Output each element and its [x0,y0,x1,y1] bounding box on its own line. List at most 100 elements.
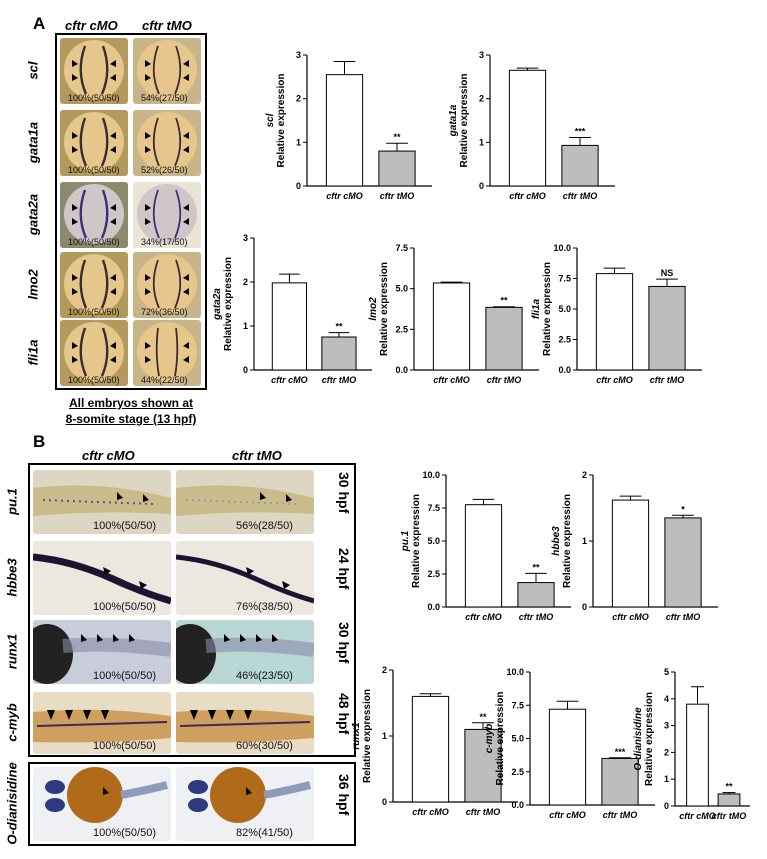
y-tick-label: 2.5 [395,324,408,334]
bar-control [595,273,634,371]
treated-larva-image [176,470,314,534]
treated-percentage: 44%(22/50) [141,375,188,385]
treated-larva-image [176,767,314,841]
control-percentage: 100%(50/50) [68,307,120,317]
control-percentage: 100%(50/50) [68,375,120,385]
y-tick-label: 5.0 [427,536,440,546]
control-larva-image [33,541,171,615]
y-tick-label: 2 [243,277,248,287]
treated-percentage: 52%(26/50) [141,165,188,175]
y-axis-gene: pu.1 [400,530,411,552]
y-tick-label: 10.0 [553,243,571,253]
y-axis-unit: Relative expression [276,74,287,168]
bar-chart-gata1a: 0 1 2 3 gata1aRelative expression cftr cMO cft… [448,50,615,201]
y-tick-label: 2 [296,94,301,104]
x-category-label: cftr tMO [666,612,701,622]
y-axis-label: c-mybRelative expression [484,692,506,786]
y-axis-gene: hbbe3 [551,526,562,556]
panel-b-letter: B [33,432,46,451]
treated-percentage: 60%(30/50) [236,740,293,752]
y-axis-label: sclRelative expression [265,74,287,168]
treated-percentage: 56%(28/50) [236,520,293,532]
treated-larva-image [176,541,314,615]
x-category-label: cftr tMO [322,375,357,385]
y-axis-label: runx1Relative expression [351,689,373,783]
bar-chart-hbbe3: 0 1 2 hbbe3Relative expression cftr cMO cftr … [551,470,718,622]
treated-embryo-image [133,182,201,248]
panel-a-caption: All embryos shown at 8-somite stage (13 … [48,395,214,427]
y-tick-label: 4 [664,694,669,704]
caption-line-1: All embryos shown at [68,396,194,410]
y-tick-label: 0.0 [395,365,408,375]
y-tick-label: 3 [664,721,669,731]
bar-treated [485,306,523,371]
control-percentage: 100%(50/50) [93,601,156,613]
x-category-label: cftr tMO [712,811,747,821]
y-tick-label: 2.5 [427,569,440,579]
y-tick-label: 2 [479,94,484,104]
col-control-label-b: cftr cMO [82,448,135,463]
treated-embryo-image [133,110,201,176]
y-axis-label: fli1aRelative expression [531,262,553,356]
significance-marker: * [681,504,685,514]
bar-chart-gata2a: 0 1 2 3 gata2aRelative expression cftr cMO cft… [212,233,372,385]
bar-control [432,282,471,371]
bar-chart-pu.1: 0.02.55.07.510.0pu.1Relative expressionc… [400,470,571,622]
control-embryo-image [60,252,128,318]
y-tick-label: 7.5 [511,700,524,710]
treated-percentage: 54%(27/50) [141,93,188,103]
col-control-label: cftr cMO [65,18,118,33]
bar-treated [648,285,686,371]
x-category-label: cftr cMO [433,375,470,385]
y-axis-gene: gata2a [212,288,223,321]
y-axis-gene: scl [265,113,276,127]
control-percentage: 100%(50/50) [93,740,156,752]
y-axis-gene: fli1a [531,299,542,319]
y-axis-unit: Relative expression [411,494,422,588]
bar-treated [517,582,555,608]
control-percentage: 100%(50/50) [68,93,120,103]
y-tick-label: 7.5 [395,243,408,253]
x-category-label: cftr tMO [650,375,685,385]
y-tick-label: 2 [582,470,587,480]
y-axis-gene: c-myb [484,724,495,753]
y-tick-label: 2 [382,665,387,675]
bar-chart-lmo2: 0.0 2.5 5.0 7.5 lmo2Relative expression cftr … [368,243,539,385]
significance-marker: ** [335,322,343,332]
treated-percentage: 72%(36/50) [141,307,188,317]
y-axis-gene: O-dianisidine [633,707,644,771]
y-tick-label: 0 [296,181,301,191]
significance-marker: *** [615,747,626,757]
y-axis-unit: Relative expression [459,74,470,168]
significance-marker: ** [479,712,487,722]
y-tick-label: 0 [382,797,387,807]
x-category-label: cftr cMO [612,612,649,622]
panel-a-letter: A [33,14,46,33]
bar-treated [321,336,357,371]
bar-control [464,504,503,608]
significance-marker: ** [725,782,733,792]
y-tick-label: 3 [243,233,248,243]
bar-control [508,69,547,187]
significance-marker: ** [393,132,401,142]
bar-treated [601,757,639,806]
x-category-label: cftr cMO [465,612,502,622]
caption-line-2: 8-somite stage (13 hpf) [65,412,197,426]
control-percentage: 100%(50/50) [93,520,156,532]
x-category-label: cftr tMO [487,375,522,385]
col-treated-label-b: cftr tMO [232,448,282,463]
y-axis-label: O-dianisidineRelative expression [633,692,655,786]
bar-treated [664,517,702,608]
panel-a-col-treated: cftr tMO [142,18,192,33]
bar-chart-scl: 0 1 2 3 sclRelative expression cftr cMO cftr t… [265,50,432,201]
y-axis-unit: Relative expression [562,494,573,588]
bar-treated [378,150,416,187]
bar-control [411,695,450,803]
y-axis-unit: Relative expression [495,692,506,786]
bar-control [686,703,709,807]
y-tick-label: 0 [582,602,587,612]
panel-b-col-control: cftr cMO [82,448,135,463]
treated-embryo-image [133,320,201,386]
panel-b-col-treated: cftr tMO [232,448,282,463]
